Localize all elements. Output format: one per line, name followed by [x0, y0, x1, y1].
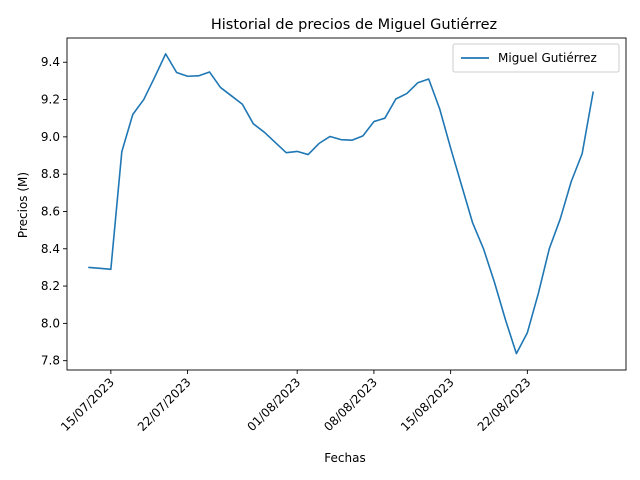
- y-tick-label: 9.0: [41, 130, 60, 144]
- y-axis: 7.8 8.0 8.2 8.4 8.6 8.8 9.0 9.2 9.4: [41, 55, 67, 368]
- x-tick-label: 01/08/2023: [244, 375, 303, 434]
- plot-area: [66, 37, 627, 371]
- legend-label: Miguel Gutiérrez: [498, 51, 597, 65]
- y-tick-label: 8.8: [41, 167, 60, 181]
- plot-frame: [66, 37, 627, 371]
- x-tick-label: 08/08/2023: [321, 375, 380, 434]
- x-axis: 15/07/2023 22/07/2023 01/08/2023 08/08/2023…: [58, 370, 533, 434]
- legend: Miguel Gutiérrez: [452, 43, 620, 73]
- x-axis-label: Fechas: [324, 451, 365, 465]
- chart-title: Historial de precios de Miguel Gutiérrez: [211, 17, 497, 33]
- legend-box: [452, 43, 620, 73]
- y-tick-label: 8.4: [41, 242, 60, 256]
- y-tick-label: 8.6: [41, 204, 60, 218]
- x-tick-label: 15/08/2023: [398, 375, 457, 434]
- y-tick-label: 7.8: [41, 354, 60, 368]
- y-axis-label: Precios (M): [16, 172, 30, 238]
- y-tick-label: 8.2: [41, 279, 60, 293]
- x-tick-label: 22/07/2023: [135, 375, 194, 434]
- y-tick-label: 9.4: [41, 55, 60, 69]
- y-tick-label: 9.2: [41, 93, 60, 107]
- x-tick-label: 22/08/2023: [475, 375, 534, 434]
- x-tick-label: 15/07/2023: [58, 375, 117, 434]
- series-line: [88, 53, 594, 355]
- y-tick-label: 8.0: [41, 316, 60, 330]
